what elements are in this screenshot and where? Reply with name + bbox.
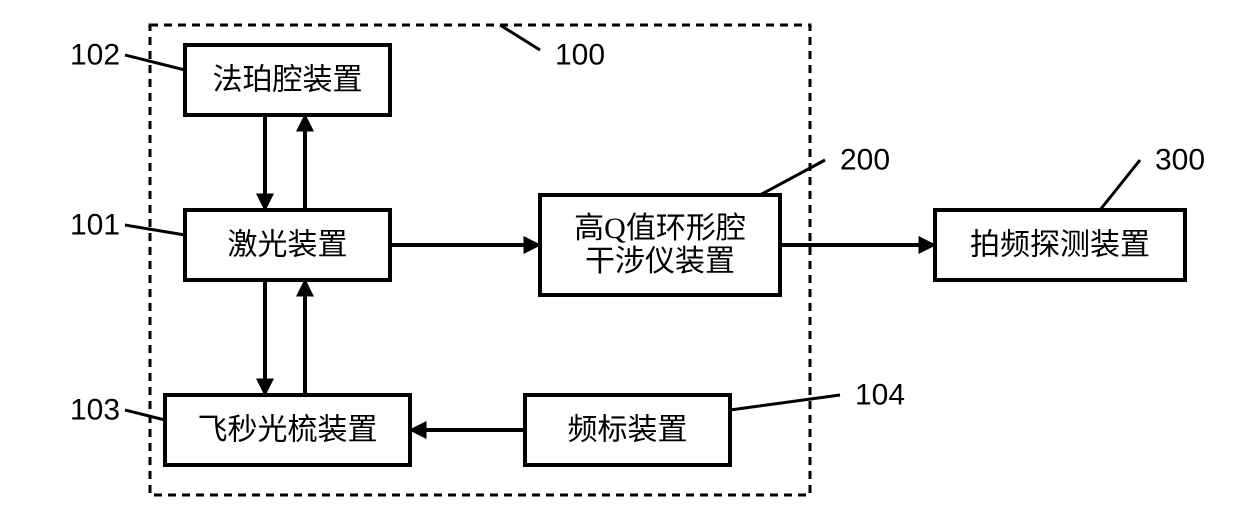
ref-104: 104 — [855, 379, 905, 412]
node-label-fabry: 法珀腔装置 — [213, 64, 363, 97]
ref-101: 101 — [70, 209, 120, 242]
leader-r100 — [500, 25, 540, 50]
leader-r101 — [125, 225, 185, 235]
ref-300: 300 — [1155, 144, 1205, 177]
node-label-laser: 激光装置 — [228, 229, 348, 262]
node-label-beat: 拍频探测装置 — [970, 229, 1150, 262]
ref-103: 103 — [70, 394, 120, 427]
ref-200: 200 — [840, 144, 890, 177]
node-label-freqstd: 频标装置 — [568, 414, 688, 447]
leader-r103 — [125, 410, 165, 420]
ref-102: 102 — [70, 39, 120, 72]
leader-r102 — [125, 55, 185, 70]
node-label-comb: 飞秒光梳装置 — [198, 414, 378, 447]
leader-r300 — [1100, 160, 1140, 210]
node-label-hiq-0: 高Q值环形腔 — [574, 212, 746, 245]
node-label-hiq-1: 干涉仪装置 — [585, 245, 735, 278]
ref-100: 100 — [555, 39, 605, 72]
leader-r200 — [760, 160, 825, 195]
leader-r104 — [730, 395, 840, 410]
